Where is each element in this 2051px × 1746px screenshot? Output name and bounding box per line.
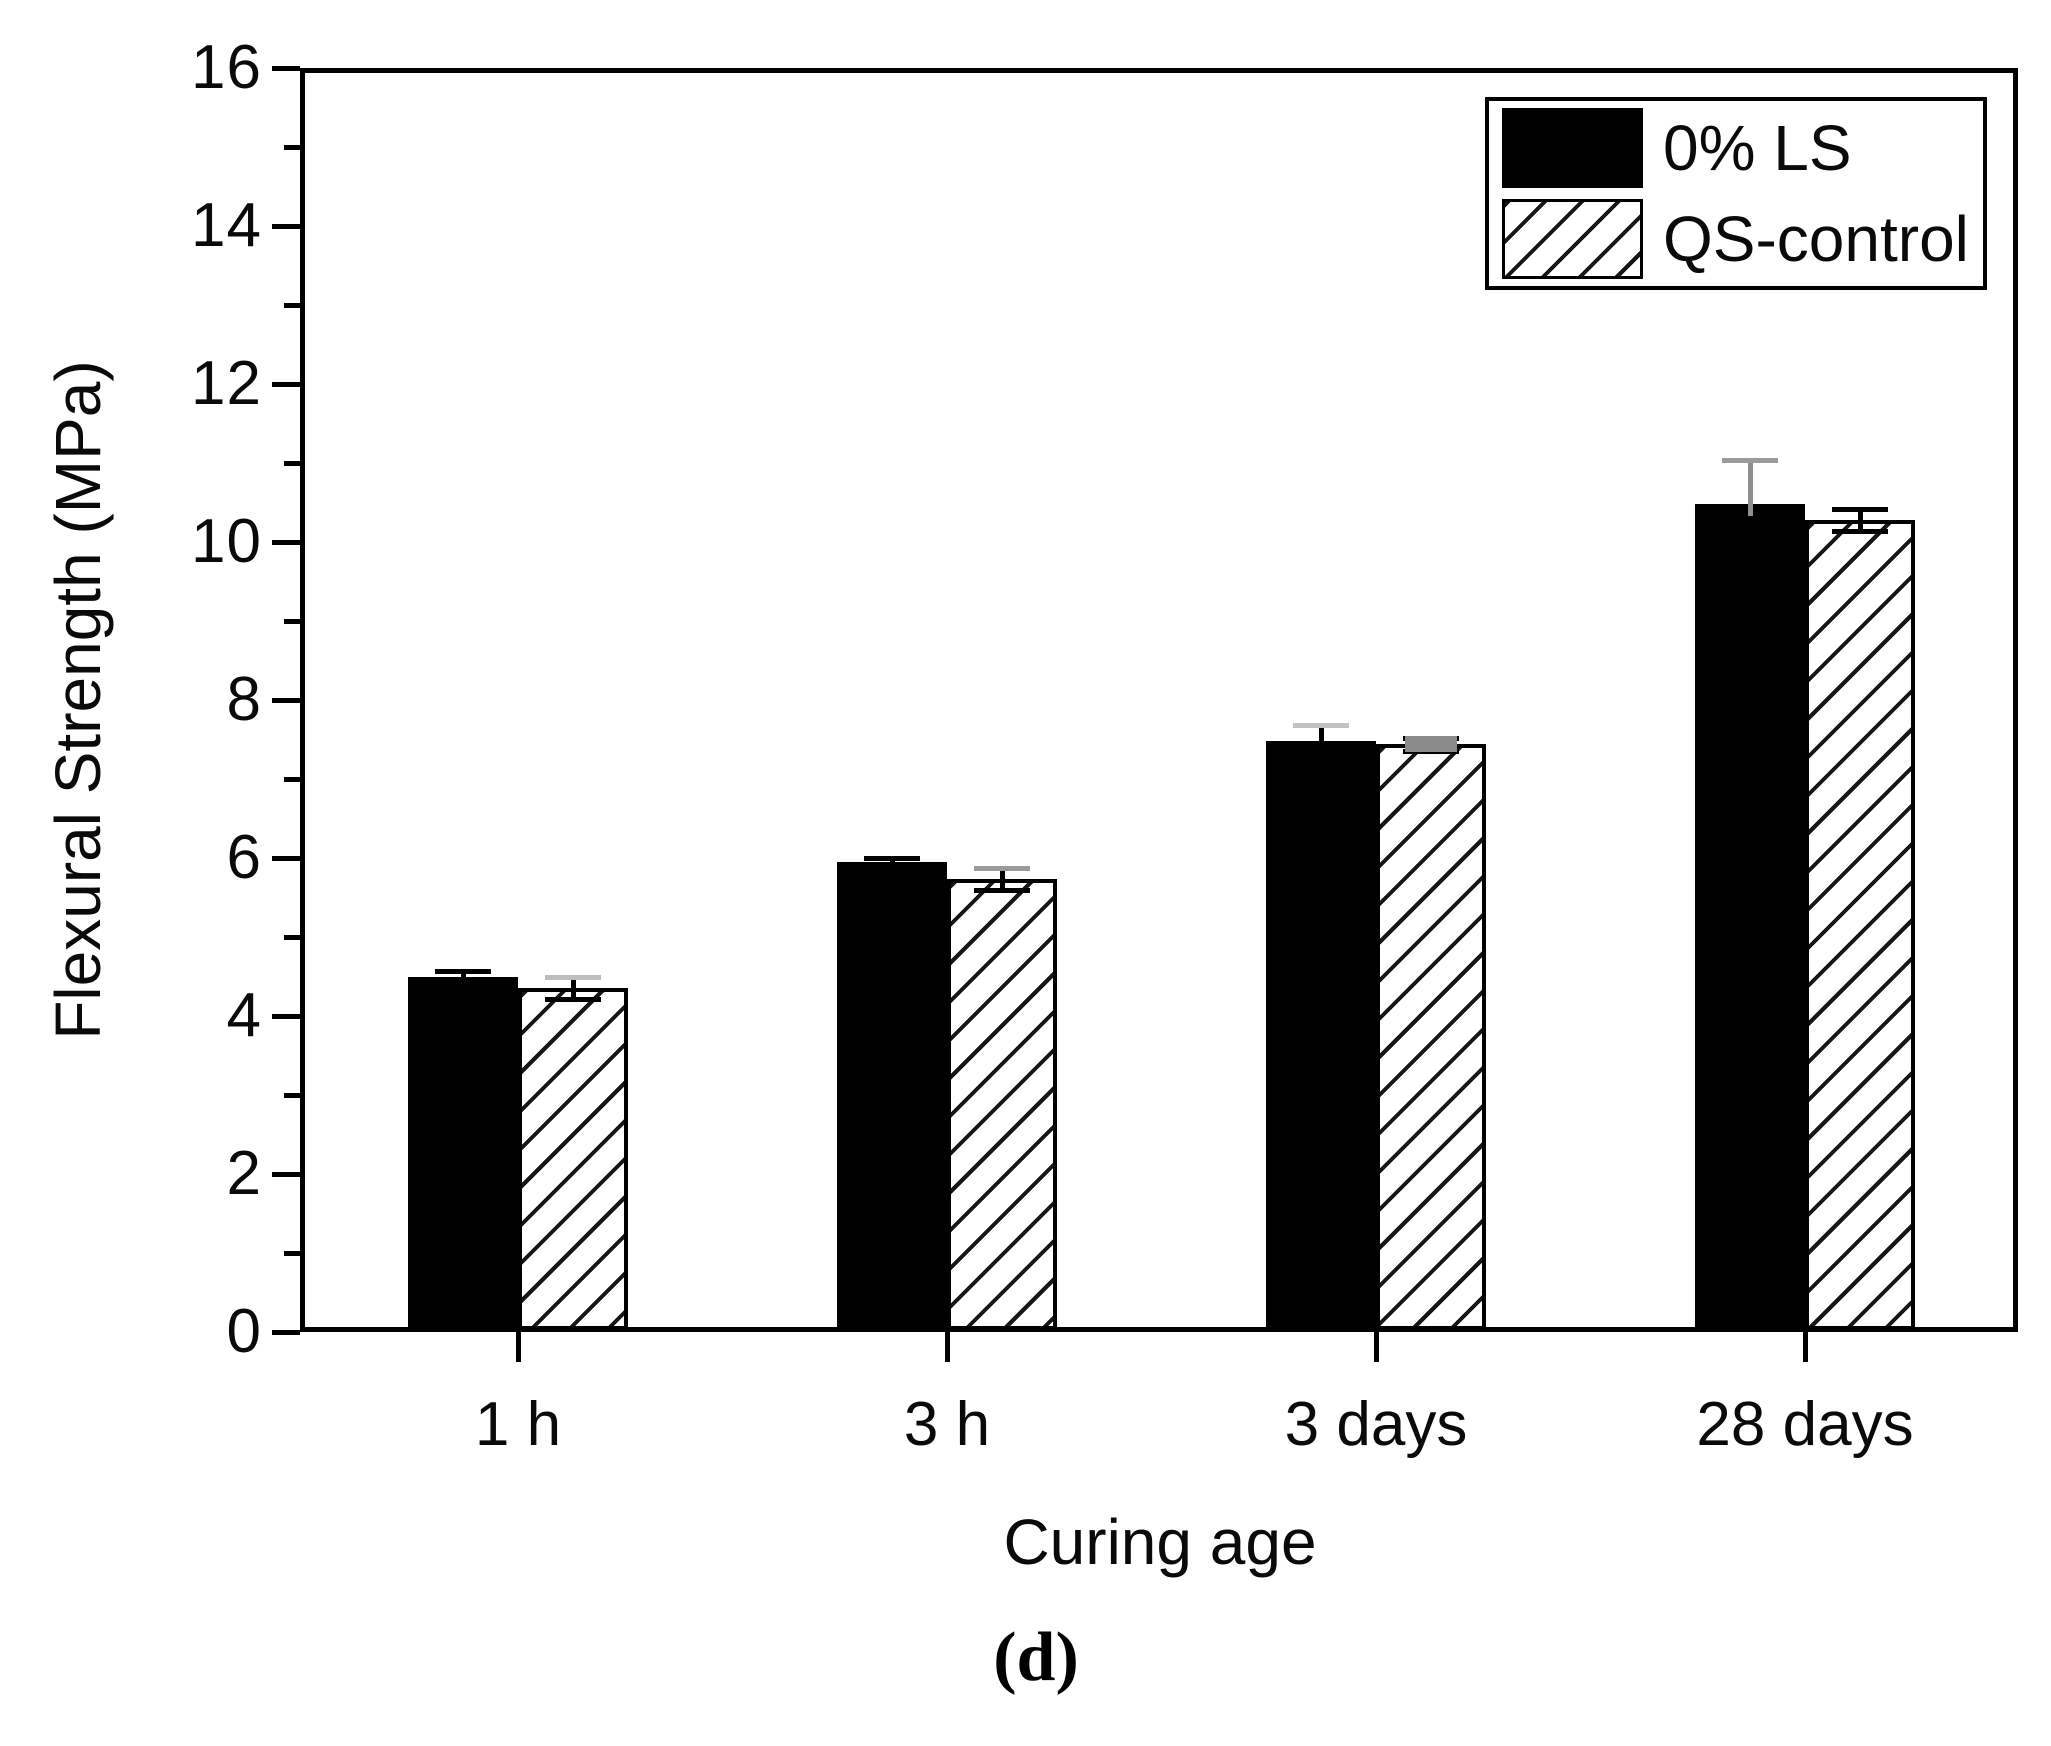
bar-qs-control-3-days xyxy=(1376,744,1486,1330)
y-tick-10 xyxy=(272,540,300,545)
x-tick-label-1-h: 1 h xyxy=(474,1390,562,1459)
y-tick-0 xyxy=(272,1330,300,1335)
errorbar-line-qs-control-1-h xyxy=(571,977,576,999)
errorbar-cap-bottom-qs-control-3-h xyxy=(974,888,1030,893)
x-tick-label-3-days: 3 days xyxy=(1284,1390,1468,1459)
errorbar-line-0-ls-3-h xyxy=(890,858,895,874)
errorbar-line-0-ls-28-days xyxy=(1748,460,1753,516)
legend-entry-0pct-ls: 0% LS xyxy=(1502,106,1983,190)
y-tick-label-14: 14 xyxy=(191,191,262,260)
errorbar-cap-top-0-ls-3-h xyxy=(864,856,920,861)
x-tick-28-days xyxy=(1803,1332,1808,1362)
bar-qs-control-3-h xyxy=(947,879,1057,1330)
errorbar-cap-bottom-qs-control-28-days xyxy=(1832,529,1888,534)
y-tick-label-2: 2 xyxy=(226,1139,262,1208)
y-tick-2 xyxy=(272,1172,300,1177)
y-minor-tick-7 xyxy=(284,777,300,782)
x-tick-label-3-h: 3 h xyxy=(903,1390,991,1459)
errorbar-cap-bottom-qs-control-1-h xyxy=(545,997,601,1002)
y-tick-8 xyxy=(272,698,300,703)
errorbar-line-0-ls-3-days xyxy=(1319,725,1324,753)
legend-label-0pct-ls: 0% LS xyxy=(1663,112,1852,184)
y-minor-tick-13 xyxy=(284,303,300,308)
legend-swatch-hatched xyxy=(1502,199,1643,279)
errorbar-cap-top-qs-control-3-h xyxy=(974,866,1030,871)
x-tick-3-days xyxy=(1374,1332,1379,1362)
x-tick-1-h xyxy=(516,1332,521,1362)
errorbar-cap-top-qs-control-1-h xyxy=(545,975,601,980)
y-tick-12 xyxy=(272,382,300,387)
y-tick-16 xyxy=(272,66,300,71)
y-minor-tick-15 xyxy=(284,145,300,150)
y-tick-label-0: 0 xyxy=(226,1297,262,1366)
bar-0-ls-3-days xyxy=(1266,741,1376,1330)
y-minor-tick-1 xyxy=(284,1251,300,1256)
errorbar-cap-top-0-ls-1-h xyxy=(435,969,491,974)
errorbar-cap-top-0-ls-3-days xyxy=(1293,723,1349,728)
y-tick-14 xyxy=(272,224,300,229)
y-tick-label-4: 4 xyxy=(226,981,262,1050)
x-axis-title: Curing age xyxy=(1003,1506,1317,1578)
errorbar-cap-top-qs-control-28-days xyxy=(1832,507,1888,512)
y-tick-label-10: 10 xyxy=(191,507,262,576)
y-minor-tick-11 xyxy=(284,461,300,466)
x-tick-label-28-days: 28 days xyxy=(1696,1390,1914,1459)
y-tick-label-6: 6 xyxy=(226,823,262,892)
errorbar-gray-box-qs-control-3-days xyxy=(1405,736,1457,752)
x-tick-3-h xyxy=(945,1332,950,1362)
y-minor-tick-5 xyxy=(284,935,300,940)
y-tick-label-16: 16 xyxy=(191,33,262,102)
legend-entry-qs-control: QS-control xyxy=(1502,197,1983,281)
bar-0-ls-1-h xyxy=(408,977,518,1330)
bar-0-ls-3-h xyxy=(837,862,947,1330)
legend-swatch-solid-black xyxy=(1502,108,1643,188)
legend: 0% LS QS-control xyxy=(1485,97,1987,290)
y-tick-6 xyxy=(272,856,300,861)
bar-qs-control-1-h xyxy=(518,988,628,1330)
bar-0-ls-28-days xyxy=(1695,504,1805,1330)
y-minor-tick-3 xyxy=(284,1093,300,1098)
legend-label-qs-control: QS-control xyxy=(1663,203,1969,275)
errorbar-line-qs-control-28-days xyxy=(1858,509,1863,531)
y-tick-label-8: 8 xyxy=(226,665,262,734)
y-minor-tick-9 xyxy=(284,619,300,624)
figure-caption: (d) xyxy=(993,1619,1079,1696)
y-tick-4 xyxy=(272,1014,300,1019)
bar-qs-control-28-days xyxy=(1805,520,1915,1330)
y-tick-label-12: 12 xyxy=(191,349,262,418)
errorbar-line-0-ls-1-h xyxy=(461,971,466,989)
errorbar-line-qs-control-3-h xyxy=(1000,868,1005,890)
errorbar-cap-top-0-ls-28-days xyxy=(1722,458,1778,463)
